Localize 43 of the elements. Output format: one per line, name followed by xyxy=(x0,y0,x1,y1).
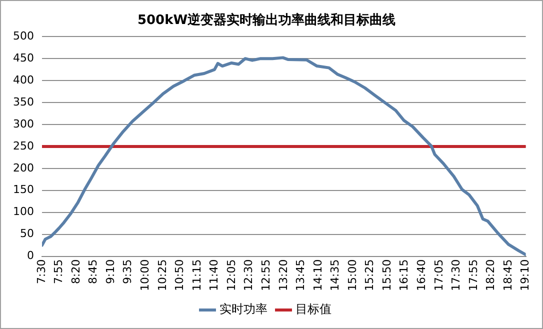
x-tick-label: 10:25 xyxy=(156,259,169,292)
x-tick-label: 17:30 xyxy=(450,259,463,292)
x-tick-label: 8:45 xyxy=(86,259,100,284)
y-tick-label: 300 xyxy=(12,117,34,130)
y-tick-label: 250 xyxy=(12,139,34,152)
x-tick-label: 13:20 xyxy=(276,259,290,292)
x-tick-label: 14:35 xyxy=(328,259,342,292)
x-tick-label: 9:35 xyxy=(121,259,134,284)
x-tick-label: 16:40 xyxy=(414,259,428,292)
x-tick-label: 10:50 xyxy=(173,259,186,292)
x-tick-label: 18:45 xyxy=(501,259,514,292)
x-tick-label: 10:00 xyxy=(138,259,152,292)
y-tick-label: 350 xyxy=(12,95,34,108)
x-tick-label: 16:15 xyxy=(398,259,411,292)
y-tick-label: 400 xyxy=(12,73,34,86)
y-tick-label: 50 xyxy=(20,227,34,240)
x-tick-label: 12:30 xyxy=(242,259,256,292)
x-tick-label: 13:45 xyxy=(294,259,308,292)
y-tick-label: 200 xyxy=(12,161,34,174)
x-tick-label: 18:20 xyxy=(484,259,498,292)
x-tick-label: 11:40 xyxy=(208,259,221,292)
x-tick-label: 15:25 xyxy=(363,259,376,292)
y-tick-label: 450 xyxy=(12,51,34,64)
x-tick-label: 14:10 xyxy=(311,259,324,292)
chart-title: 500kW逆变器实时输出功率曲线和目标曲线 xyxy=(137,12,396,28)
x-tick-label: 19:10 xyxy=(518,259,532,292)
x-tick-label: 8:20 xyxy=(69,259,82,284)
y-tick-label: 0 xyxy=(26,249,34,262)
legend-label: 目标值 xyxy=(296,302,332,316)
y-tick-label: 500 xyxy=(12,29,34,42)
x-tick-label: 12:55 xyxy=(259,259,272,292)
x-tick-label: 15:50 xyxy=(380,259,394,292)
x-tick-label: 7:55 xyxy=(52,259,66,284)
x-tick-label: 12:05 xyxy=(224,259,238,292)
x-tick-label: 11:15 xyxy=(190,259,204,292)
x-tick-label: 7:30 xyxy=(34,259,48,284)
legend-label: 实时功率 xyxy=(220,302,268,316)
y-tick-label: 150 xyxy=(12,183,34,196)
x-tick-label: 9:10 xyxy=(104,259,117,284)
x-tick-label: 15:00 xyxy=(346,259,359,292)
x-tick-label: 17:55 xyxy=(466,259,480,292)
y-tick-label: 100 xyxy=(12,205,34,218)
x-tick-label: 17:05 xyxy=(432,259,446,292)
